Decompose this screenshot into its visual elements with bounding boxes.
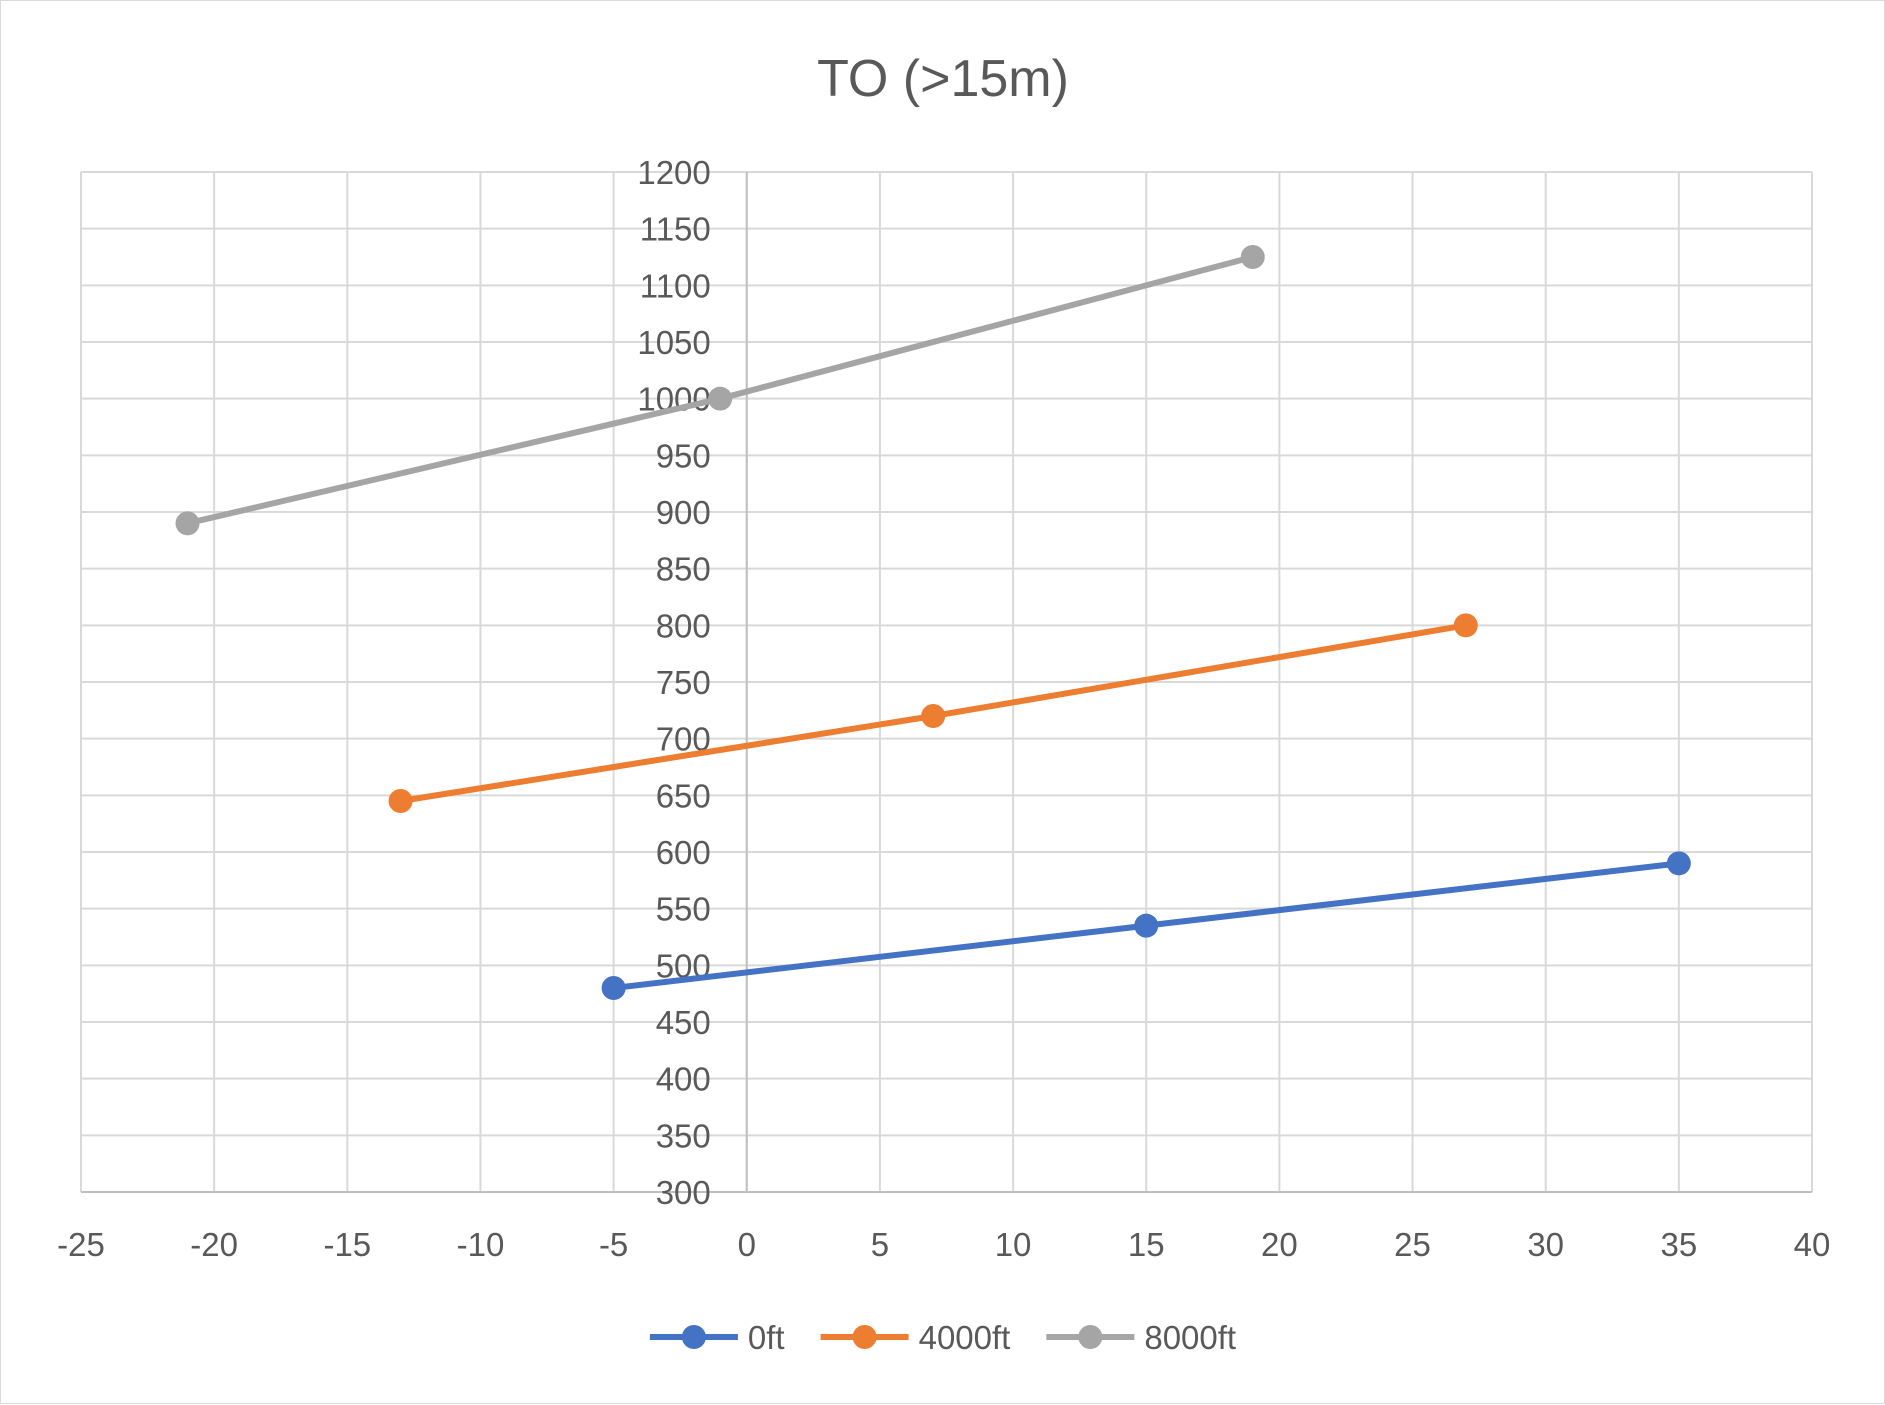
x-tick-label: -15 [323,1226,371,1263]
legend-label: 0ft [748,1319,785,1356]
legend-marker [852,1325,877,1349]
y-tick-label: 450 [656,1004,711,1041]
x-tick-label: -10 [457,1226,505,1263]
legend-item-8000ft: 8000ft [1046,1319,1236,1356]
series-4000ft [388,613,1478,813]
y-tick-label: 550 [656,891,711,928]
data-point [1666,851,1691,876]
legend-label: 8000ft [1144,1319,1236,1356]
data-point [175,511,200,536]
legend-item-4000ft: 4000ft [820,1319,1011,1356]
x-tick-label: 40 [1794,1226,1831,1263]
gridlines [80,171,1813,1193]
y-tick-label: 650 [656,777,711,814]
x-tick-label: 10 [995,1226,1032,1263]
tick-labels: -25 -20 -15 -10 -5 0 5 10 15 20 25 30 35 40 300 350 400 4… [57,154,1830,1263]
series-0ft [601,851,1691,1000]
axes [81,172,1812,1193]
y-tick-label: 350 [656,1117,711,1154]
x-tick-label: 25 [1394,1226,1431,1263]
legend: 0ft 4000ft 8000ft [649,1319,1236,1356]
data-point [388,789,413,813]
data-point [921,704,946,728]
y-tick-label: 900 [656,494,711,531]
x-tick-label: 30 [1527,1226,1564,1263]
series-8000ft [175,245,1265,536]
x-tick-label: -25 [57,1226,105,1263]
data-point [1134,913,1159,938]
data-point [1453,613,1478,638]
legend-item-0ft: 0ft [649,1319,785,1356]
x-tick-label: 5 [871,1226,889,1263]
x-tick-label: 35 [1660,1226,1697,1263]
data-point [708,386,733,411]
legend-marker [681,1325,706,1349]
y-tick-label: 600 [656,834,711,871]
x-tick-label: -20 [190,1226,238,1263]
y-tick-label: 400 [656,1061,711,1098]
x-tick-label: 15 [1128,1226,1165,1263]
y-tick-label: 800 [656,607,711,644]
data-point [601,976,626,1000]
y-tick-label: 1050 [637,324,710,361]
legend-label: 4000ft [919,1319,1011,1356]
y-tick-label: 950 [656,437,711,474]
y-tick-label: 300 [656,1174,711,1211]
y-tick-label: 1100 [640,267,711,304]
y-tick-label: 1150 [640,211,711,248]
data-point [1240,245,1265,269]
legend-marker [1078,1325,1103,1349]
y-tick-label: 1200 [637,154,710,191]
x-tick-label: 0 [738,1226,756,1263]
y-tick-label: 750 [656,664,711,701]
chart-title: TO (>15m) [817,50,1069,108]
x-tick-label: 20 [1261,1226,1298,1263]
x-tick-label: -5 [599,1226,628,1263]
data-series [175,245,1691,1000]
y-tick-label: 850 [656,551,711,588]
